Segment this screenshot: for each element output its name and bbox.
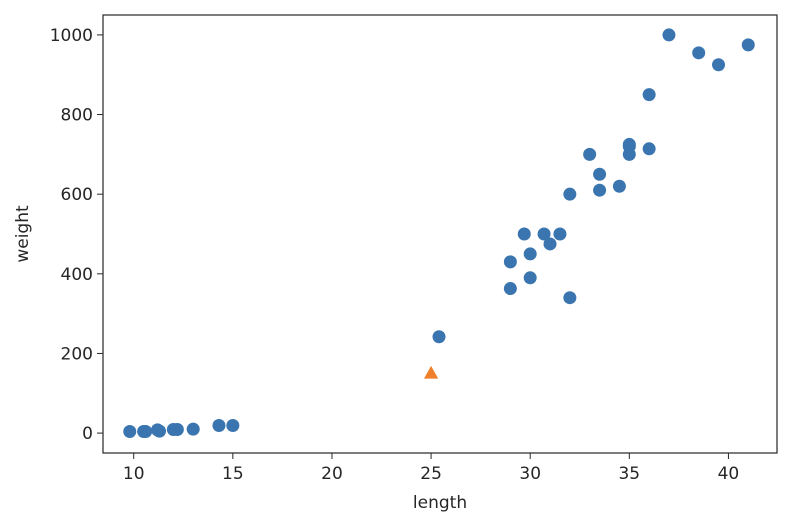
data-point xyxy=(642,88,656,102)
data-point xyxy=(593,167,607,181)
data-points xyxy=(123,28,755,438)
data-point xyxy=(226,419,240,433)
data-point xyxy=(537,227,551,241)
y-tick-label: 1000 xyxy=(50,26,93,46)
x-tick-label: 15 xyxy=(222,464,244,484)
data-point xyxy=(139,424,153,438)
data-point-triangle xyxy=(423,365,439,379)
data-point xyxy=(563,291,577,305)
plot-area-frame xyxy=(102,14,778,454)
data-point xyxy=(563,187,577,201)
data-point xyxy=(622,139,636,153)
data-point xyxy=(123,424,137,438)
data-point xyxy=(212,419,226,433)
y-tick-label: 0 xyxy=(82,424,93,444)
x-tick-label: 20 xyxy=(321,464,343,484)
data-point xyxy=(186,422,200,436)
data-point xyxy=(692,46,706,60)
x-tick-label: 25 xyxy=(420,464,442,484)
data-point xyxy=(503,255,517,269)
y-axis-label: weight xyxy=(13,205,33,263)
data-point xyxy=(642,142,656,156)
data-point xyxy=(741,38,755,52)
x-axis-ticks: 10 15 20 25 30 35 40 xyxy=(123,453,739,484)
x-axis-label: length xyxy=(413,493,467,513)
y-tick-label: 800 xyxy=(61,106,93,126)
y-tick-label: 600 xyxy=(61,185,93,205)
data-point xyxy=(523,271,537,285)
data-point xyxy=(553,227,567,241)
data-point xyxy=(523,247,537,261)
data-point xyxy=(432,330,446,344)
data-point xyxy=(712,58,726,72)
x-tick-label: 35 xyxy=(618,464,640,484)
x-tick-label: 40 xyxy=(718,464,740,484)
data-point xyxy=(170,423,184,437)
data-point xyxy=(152,424,166,438)
data-point xyxy=(543,237,557,251)
y-axis-ticks: 0 200 400 600 800 1000 xyxy=(50,26,103,444)
y-tick-label: 400 xyxy=(61,265,93,285)
data-point xyxy=(612,179,626,193)
data-point xyxy=(593,183,607,197)
data-point xyxy=(583,147,597,161)
y-tick-label: 200 xyxy=(61,344,93,364)
x-tick-label: 10 xyxy=(123,464,145,484)
data-point xyxy=(662,28,676,42)
x-tick-label: 30 xyxy=(519,464,541,484)
data-point xyxy=(503,282,517,296)
data-point xyxy=(517,227,531,241)
